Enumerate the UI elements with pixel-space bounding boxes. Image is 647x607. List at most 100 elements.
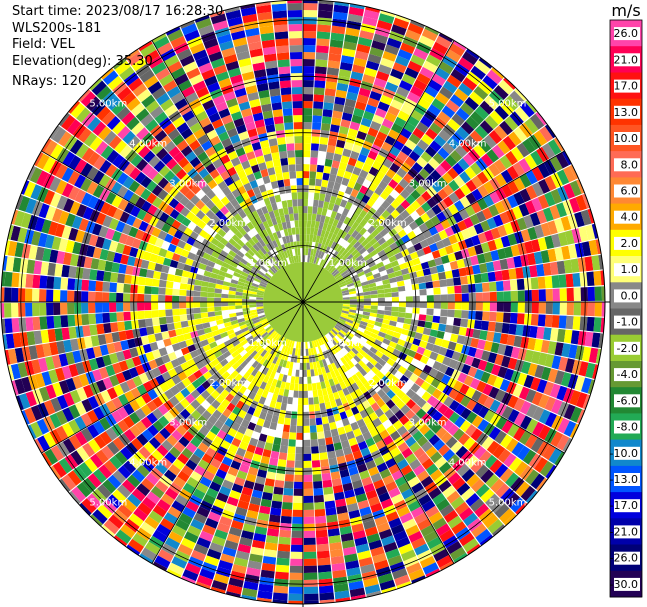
- velocity-gate: [379, 270, 388, 277]
- velocity-gate: [262, 322, 270, 328]
- velocity-gate: [315, 360, 321, 369]
- velocity-gate: [398, 296, 406, 302]
- velocity-gate: [485, 474, 500, 488]
- velocity-gate: [333, 583, 349, 593]
- velocity-gate: [201, 317, 210, 324]
- velocity-gate: [390, 260, 399, 268]
- velocity-gate: [365, 234, 375, 243]
- velocity-gate: [220, 440, 231, 450]
- velocity-gate: [230, 279, 239, 285]
- velocity-gate: [381, 323, 389, 330]
- velocity-gate: [401, 234, 411, 244]
- velocity-gate: [415, 206, 426, 217]
- velocity-gate: [308, 192, 315, 200]
- velocity-gate: [439, 560, 454, 571]
- velocity-gate: [349, 306, 357, 311]
- velocity-gate: [346, 342, 354, 350]
- velocity-gate: [224, 211, 234, 221]
- velocity-gate: [71, 486, 86, 503]
- velocity-gate: [369, 90, 382, 101]
- colorbar-tick-label: -2.0: [617, 342, 638, 355]
- velocity-gate: [115, 351, 126, 362]
- velocity-gate: [525, 490, 538, 504]
- velocity-gate: [191, 409, 202, 421]
- velocity-gate: [525, 469, 540, 485]
- velocity-gate: [355, 50, 369, 61]
- velocity-gate: [88, 234, 99, 247]
- velocity-gate: [155, 147, 168, 160]
- velocity-gate: [341, 310, 349, 314]
- velocity-gate: [330, 385, 338, 394]
- velocity-gate: [355, 268, 364, 275]
- velocity-gate: [428, 157, 440, 170]
- velocity-gate: [448, 204, 459, 215]
- velocity-gate: [227, 182, 238, 193]
- elevation-text: Elevation(deg): 35.30: [12, 53, 153, 69]
- velocity-gate: [368, 387, 377, 397]
- velocity-gate: [98, 367, 109, 379]
- velocity-gate: [425, 281, 434, 289]
- velocity-gate: [76, 387, 88, 401]
- velocity-gate: [116, 292, 124, 302]
- velocity-gate: [566, 302, 574, 316]
- velocity-gate: [274, 165, 282, 174]
- velocity-gate: [443, 396, 454, 408]
- velocity-gate: [414, 543, 430, 556]
- velocity-gate: [474, 244, 484, 255]
- velocity-gate: [198, 24, 214, 36]
- velocity-gate: [157, 42, 173, 56]
- velocity-gate: [133, 507, 148, 522]
- velocity-gate: [405, 296, 413, 302]
- velocity-gate: [202, 344, 212, 352]
- velocity-gate: [493, 214, 504, 227]
- velocity-gate: [262, 175, 271, 185]
- velocity-gate: [362, 311, 371, 316]
- velocity-gate: [346, 430, 355, 440]
- velocity-gate: [49, 176, 62, 192]
- velocity-gate: [351, 114, 363, 124]
- velocity-gate: [310, 150, 319, 158]
- velocity-gate: [122, 498, 137, 513]
- velocity-gate: [280, 157, 289, 166]
- velocity-gate: [112, 81, 128, 96]
- velocity-gate: [165, 309, 173, 317]
- velocity-gate: [544, 396, 556, 412]
- velocity-gate: [315, 214, 322, 222]
- velocity-gate: [283, 207, 289, 215]
- velocity-gate: [425, 463, 439, 476]
- velocity-gate: [303, 411, 310, 419]
- velocity-gate: [231, 421, 241, 432]
- velocity-gate: [550, 188, 563, 204]
- velocity-gate: [595, 239, 602, 255]
- velocity-gate: [256, 272, 264, 279]
- velocity-gate: [478, 508, 494, 523]
- velocity-gate: [354, 362, 363, 371]
- velocity-gate: [428, 79, 443, 92]
- velocity-gate: [244, 265, 252, 272]
- velocity-gate: [462, 153, 475, 167]
- velocity-gate: [160, 493, 175, 506]
- velocity-gate: [251, 368, 259, 377]
- velocity-gate: [340, 239, 347, 247]
- velocity-gate: [217, 254, 226, 262]
- velocity-gate: [242, 342, 251, 350]
- velocity-gate: [52, 461, 67, 478]
- velocity-gate: [495, 483, 510, 498]
- velocity-gate: [383, 435, 394, 446]
- velocity-gate: [143, 441, 156, 454]
- velocity-gate: [319, 259, 325, 267]
- velocity-gate: [4, 271, 13, 287]
- velocity-gate: [156, 92, 170, 106]
- velocity-gate: [289, 45, 303, 53]
- velocity-gate: [398, 243, 408, 252]
- velocity-gate: [313, 94, 324, 102]
- velocity-gate: [220, 215, 230, 225]
- velocity-gate: [151, 245, 161, 255]
- velocity-gate: [566, 287, 574, 301]
- velocity-gate: [273, 437, 282, 446]
- velocity-gate: [435, 354, 445, 364]
- velocity-gate: [416, 121, 429, 134]
- velocity-gate: [163, 182, 174, 194]
- velocity-gate: [373, 325, 381, 332]
